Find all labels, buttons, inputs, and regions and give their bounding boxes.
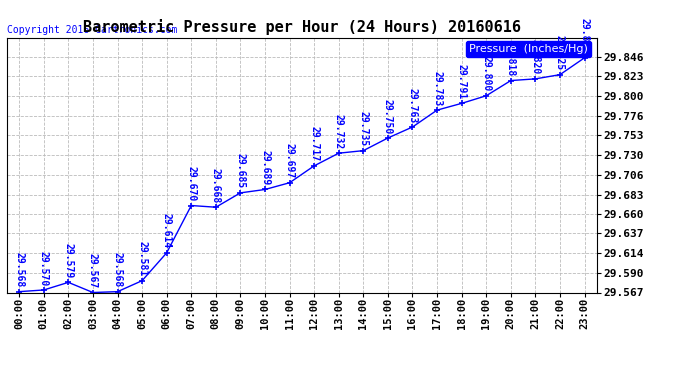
Text: 29.567: 29.567	[88, 253, 98, 288]
Text: 29.685: 29.685	[235, 153, 246, 189]
Text: 29.791: 29.791	[457, 64, 466, 99]
Text: 29.818: 29.818	[506, 41, 516, 76]
Text: Copyright 2016 Cartronics.com: Copyright 2016 Cartronics.com	[7, 25, 177, 35]
Text: 29.820: 29.820	[531, 39, 540, 75]
Text: 29.579: 29.579	[63, 243, 73, 278]
Text: 29.763: 29.763	[408, 88, 417, 123]
Legend: Pressure  (Inches/Hg): Pressure (Inches/Hg)	[466, 40, 591, 57]
Text: 29.845: 29.845	[580, 18, 589, 54]
Text: 29.732: 29.732	[334, 114, 344, 149]
Text: 29.689: 29.689	[260, 150, 270, 185]
Text: 29.825: 29.825	[555, 35, 565, 70]
Text: 29.581: 29.581	[137, 241, 147, 276]
Text: 29.668: 29.668	[211, 168, 221, 203]
Text: 29.717: 29.717	[309, 126, 319, 162]
Text: 29.800: 29.800	[481, 56, 491, 92]
Text: 29.568: 29.568	[112, 252, 123, 288]
Text: 29.783: 29.783	[432, 71, 442, 106]
Text: 29.568: 29.568	[14, 252, 24, 288]
Text: 29.614: 29.614	[161, 213, 172, 249]
Text: 29.570: 29.570	[39, 251, 49, 286]
Text: 29.670: 29.670	[186, 166, 196, 201]
Title: Barometric Pressure per Hour (24 Hours) 20160616: Barometric Pressure per Hour (24 Hours) …	[83, 19, 521, 35]
Text: 29.750: 29.750	[383, 99, 393, 134]
Text: 29.735: 29.735	[358, 111, 368, 147]
Text: 29.697: 29.697	[284, 143, 295, 178]
